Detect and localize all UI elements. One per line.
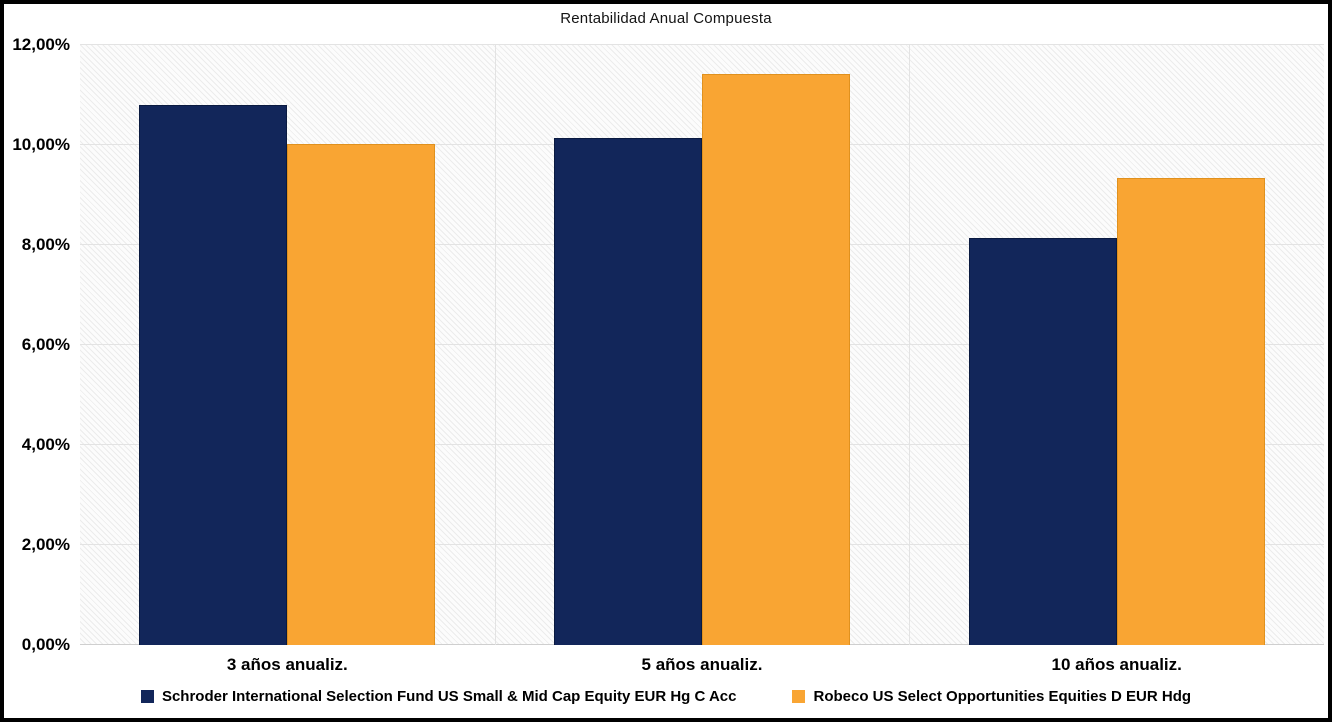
gridline-vertical	[494, 45, 496, 645]
y-axis-label: 8,00%	[21, 235, 70, 254]
x-axis-label: 5 años anualiz.	[641, 655, 763, 674]
legend-item-series1: Schroder International Selection Fund US…	[140, 688, 737, 705]
bar-series1-category3	[968, 238, 1117, 645]
y-axis-label: 2,00%	[21, 535, 70, 554]
y-axis-label: 4,00%	[21, 435, 70, 454]
x-axis-label: 3 años anualiz.	[226, 655, 348, 674]
bar-series1-category2	[554, 137, 702, 645]
bar-series2-category3	[1116, 178, 1265, 645]
x-axis: 3 años anualiz. 5 años anualiz. 10 años an…	[80, 655, 1324, 675]
legend-swatch-icon	[792, 690, 806, 703]
legend-item-series2: Robeco US Select Opportunities Equities …	[792, 688, 1191, 705]
x-axis-label: 10 años anualiz.	[1051, 655, 1182, 674]
y-axis-label: 10,00%	[12, 135, 70, 154]
gridline-horizontal	[80, 44, 1324, 45]
legend-label: Schroder International Selection Fund US…	[161, 688, 737, 705]
y-axis-label: 0,00%	[21, 635, 70, 654]
bar-series2-category1	[287, 143, 436, 645]
bar-series2-category2	[702, 74, 850, 645]
bar-series1-category1	[139, 105, 288, 645]
chart-title: Rentabilidad Anual Compuesta	[560, 10, 772, 27]
y-axis-label: 6,00%	[21, 335, 70, 354]
plot-area	[80, 44, 1324, 645]
gridline-vertical	[909, 45, 911, 645]
legend-swatch-icon	[140, 690, 154, 703]
legend-label: Robeco US Select Opportunities Equities …	[813, 688, 1192, 705]
legend: Schroder International Selection Fund US…	[4, 688, 1328, 705]
y-axis-label: 12,00%	[12, 35, 70, 54]
